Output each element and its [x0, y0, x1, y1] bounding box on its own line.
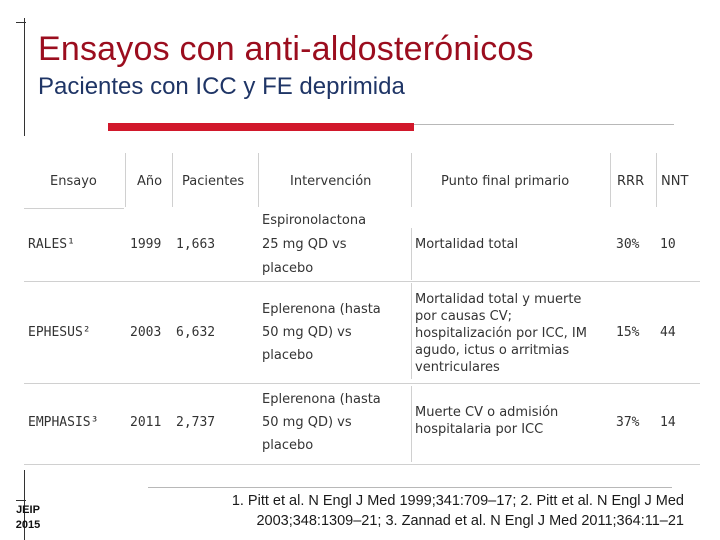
accent-bar	[108, 123, 414, 131]
cell-nnt: 44	[660, 325, 676, 340]
cell-rrr: 37%	[616, 415, 640, 430]
header-col-sep	[411, 153, 412, 207]
slide-frame-tick	[16, 500, 26, 501]
cell-anio: 2003	[130, 325, 162, 340]
slide-frame-tick	[16, 22, 26, 23]
row-separator	[24, 383, 700, 384]
cell-ensayo: EMPHASIS³	[28, 415, 99, 430]
header-nnt: NNT	[661, 174, 689, 189]
cell-punto-final-line: por causas CV;	[415, 309, 513, 324]
cell-intervencion-line: 50 mg QD) vs	[262, 325, 352, 340]
document-code-line: JEIP	[16, 504, 40, 516]
header-ensayo: Ensayo	[50, 174, 97, 189]
row-col-sep	[411, 283, 412, 379]
cell-ensayo: EPHESUS²	[28, 325, 91, 340]
header-punto-final: Punto final primario	[441, 174, 570, 189]
cell-punto-final-line: hospitalización por ICC, IM	[415, 326, 587, 341]
cell-intervencion-line: Espironolactona	[262, 213, 367, 228]
table-bottom-line	[24, 464, 700, 465]
cell-anio: 2011	[130, 415, 162, 430]
row-col-sep	[411, 228, 412, 280]
cell-intervencion-line: placebo	[262, 348, 314, 363]
cell-rrr: 30%	[616, 237, 640, 252]
references: 1. Pitt et al. N Engl J Med 1999;341:709…	[170, 491, 684, 531]
header-anio: Año	[137, 174, 163, 189]
slide-frame-line	[24, 470, 25, 540]
reference-line: 1. Pitt et al. N Engl J Med 1999;341:709…	[231, 493, 684, 509]
header-col-sep	[656, 153, 657, 207]
header-col-sep	[125, 153, 126, 207]
references-divider	[148, 487, 672, 488]
cell-punto-final-line: ventriculares	[415, 360, 500, 375]
slide-subtitle: Pacientes con ICC y FE deprimida	[38, 73, 405, 100]
header-bottom-line	[24, 208, 124, 209]
header-col-sep	[172, 153, 173, 207]
header-intervencion: Intervención	[290, 174, 372, 189]
cell-intervencion-line: placebo	[262, 438, 314, 453]
cell-punto-final-line: hospitalaria por ICC	[415, 422, 544, 437]
cell-pacientes: 6,632	[176, 325, 216, 340]
header-rrr: RRR	[617, 174, 645, 189]
cell-intervencion-line: Eplerenona (hasta	[262, 392, 381, 407]
header-col-sep	[610, 153, 611, 207]
cell-punto-final-line: Mortalidad total y muerte	[415, 292, 582, 307]
cell-intervencion-line: 50 mg QD) vs	[262, 415, 352, 430]
header-col-sep	[258, 153, 259, 207]
slide-frame-line	[24, 18, 25, 136]
cell-pacientes: 1,663	[176, 237, 216, 252]
cell-intervencion-line: 25 mg QD vs	[262, 237, 347, 252]
cell-rrr: 15%	[616, 325, 640, 340]
cell-intervencion-line: placebo	[262, 261, 314, 276]
cell-nnt: 10	[660, 237, 676, 252]
cell-punto-final-line: agudo, ictus o arritmias	[415, 343, 570, 358]
cell-pacientes: 2,737	[176, 415, 216, 430]
row-separator	[24, 281, 700, 282]
cell-intervencion-line: Eplerenona (hasta	[262, 302, 381, 317]
cell-anio: 1999	[130, 237, 162, 252]
reference-line: 2003;348:1309–21; 3. Zannad et al. N Eng…	[256, 513, 684, 529]
cell-punto-final-line: Mortalidad total	[415, 237, 519, 252]
cell-nnt: 14	[660, 415, 676, 430]
cell-ensayo: RALES¹	[28, 237, 75, 252]
row-col-sep	[411, 386, 412, 462]
header-pacientes: Pacientes	[182, 174, 245, 189]
document-code: JEIP 2015	[8, 503, 48, 533]
document-code-line: 2015	[15, 519, 41, 531]
slide-title: Ensayos con anti-aldosterónicos	[38, 30, 534, 68]
cell-punto-final-line: Muerte CV o admisión	[415, 405, 559, 420]
